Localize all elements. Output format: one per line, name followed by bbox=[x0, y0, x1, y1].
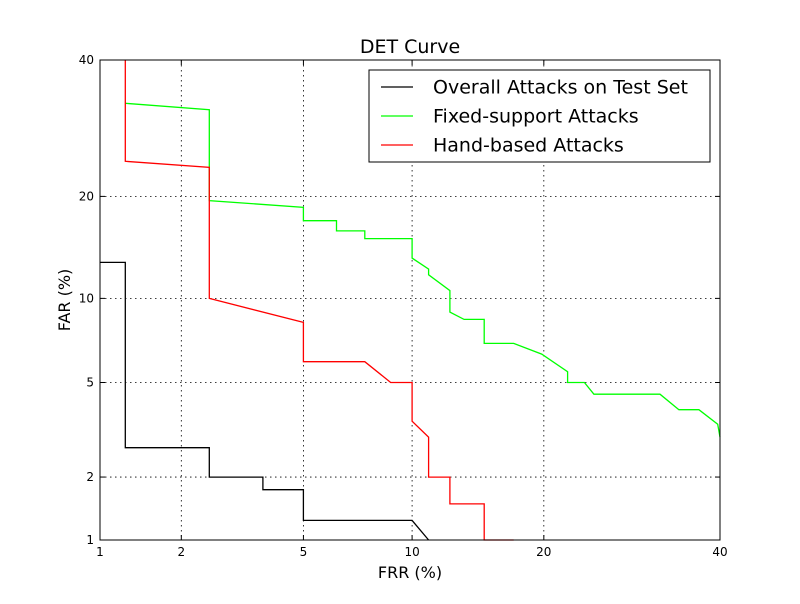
legend-box bbox=[368, 69, 711, 163]
series-line-hand-based-attacks bbox=[124, 60, 514, 541]
legend-item-hand-based-attacks: Hand-based Attacks bbox=[381, 135, 624, 157]
legend-item-overall-attacks-on-test-set: Overall Attacks on Test Set bbox=[381, 77, 688, 99]
tick-layer: 1 2 5 10 20 40 1 2 5 10 20 40 bbox=[79, 53, 728, 559]
legend-entries: Overall Attacks on Test Set Fixed-support… bbox=[381, 77, 688, 157]
y-tick-label: 20 bbox=[79, 189, 94, 203]
y-tick-label: 5 bbox=[86, 376, 94, 390]
plot-frame bbox=[99, 59, 721, 541]
y-tick-label: 10 bbox=[79, 291, 94, 305]
series-layer bbox=[100, 60, 721, 541]
x-tick-label: 20 bbox=[536, 545, 551, 559]
x-tick-label: 5 bbox=[300, 545, 308, 559]
legend-label: Fixed-support Attacks bbox=[433, 106, 639, 128]
y-tick-label: 2 bbox=[86, 470, 94, 484]
x-tick-label: 2 bbox=[177, 545, 185, 559]
x-tick-label: 1 bbox=[96, 545, 104, 559]
y-tick-label: 1 bbox=[86, 533, 94, 547]
x-tick-label: 10 bbox=[404, 545, 419, 559]
series-line-fixed-support-attacks bbox=[125, 102, 721, 438]
legend-label: Overall Attacks on Test Set bbox=[433, 77, 688, 99]
x-tick-label: 40 bbox=[712, 545, 727, 559]
y-tick-label: 40 bbox=[79, 53, 94, 67]
series-line-overall-attacks-on-test-set bbox=[100, 261, 430, 541]
chart-title: DET Curve bbox=[360, 36, 460, 58]
x-axis-label: FRR (%) bbox=[378, 563, 442, 582]
legend-item-fixed-support-attacks: Fixed-support Attacks bbox=[381, 106, 639, 128]
legend-label: Hand-based Attacks bbox=[433, 135, 624, 157]
legend: Overall Attacks on Test Set Fixed-support… bbox=[368, 69, 711, 163]
y-axis-label: FAR (%) bbox=[55, 269, 74, 332]
